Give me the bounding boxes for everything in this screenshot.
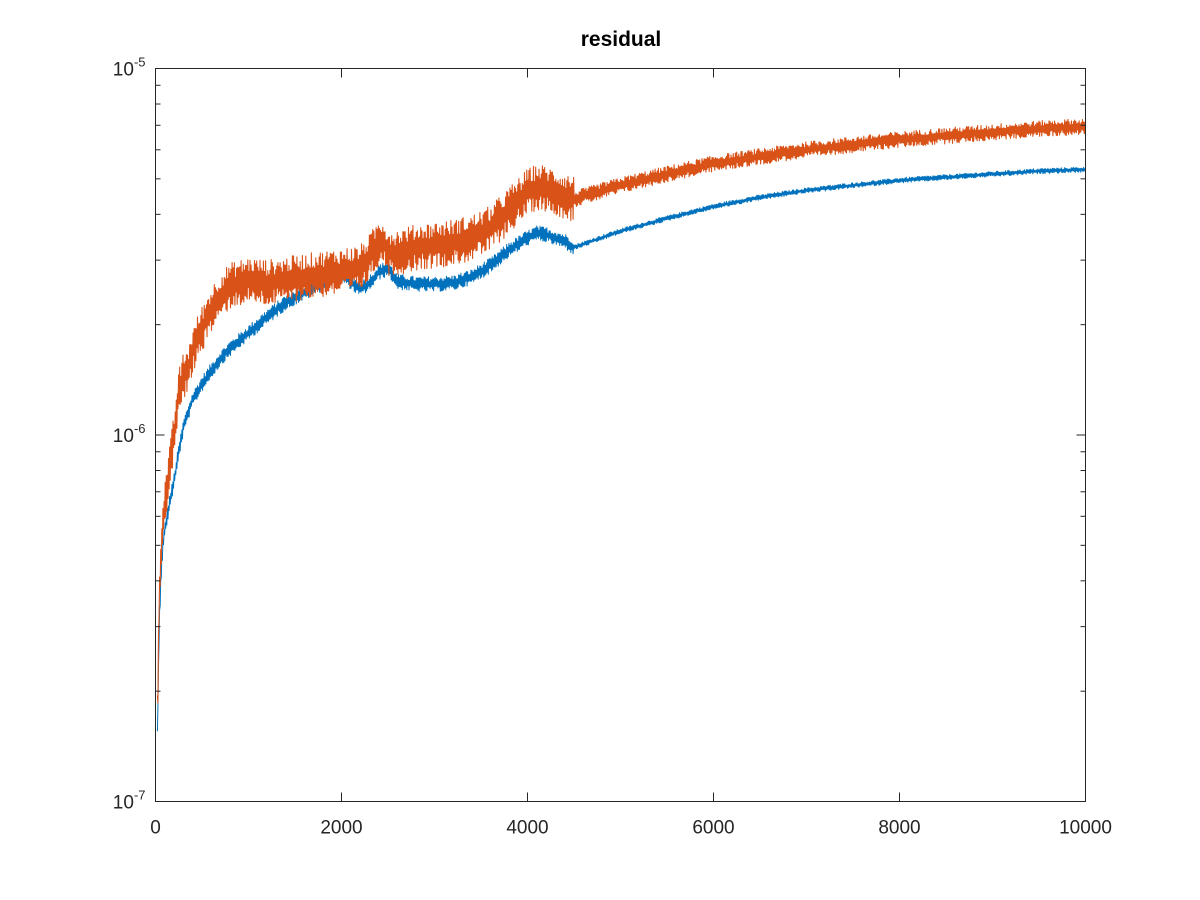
x-tick-label: 6000 <box>692 818 734 839</box>
axis-tick-labels: 0 2000 4000 6000 8000 10000 10-7 10-6 10-5 <box>113 55 1112 839</box>
y-tick-label: 10-5 <box>113 55 146 81</box>
y-tick-label: 10-7 <box>113 788 146 814</box>
x-tick-label: 2000 <box>320 818 362 839</box>
y-tick-label: 10-6 <box>113 421 146 447</box>
axis-ticks <box>155 68 1086 802</box>
chart-title: residual <box>581 28 662 51</box>
plot-series <box>156 118 1086 732</box>
x-tick-label: 8000 <box>878 818 920 839</box>
x-tick-label: 4000 <box>506 818 548 839</box>
series-line-1 <box>156 166 1086 732</box>
x-tick-label: 0 <box>150 818 161 839</box>
x-tick-label: 10000 <box>1059 818 1112 839</box>
series-line-2 <box>156 118 1086 704</box>
